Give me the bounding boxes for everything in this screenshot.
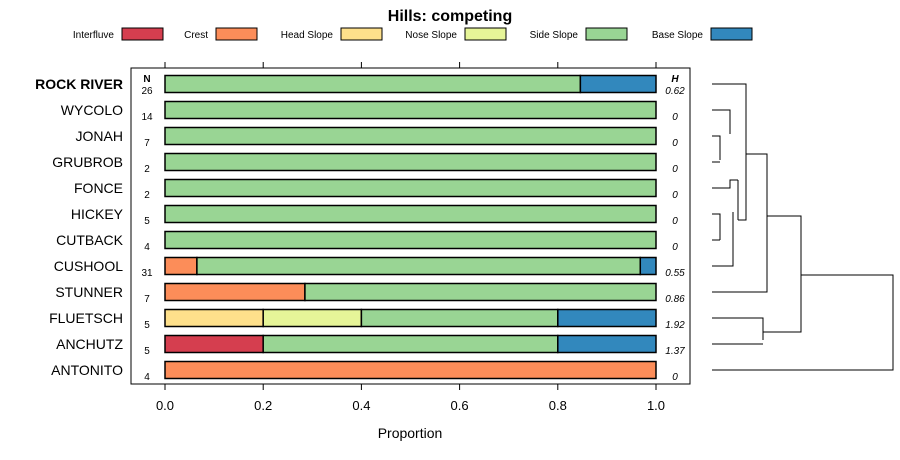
n-value: 5	[144, 216, 150, 227]
legend-swatch-crest	[215, 27, 258, 41]
n-value: 14	[141, 112, 153, 123]
dendrogram-branch	[712, 83, 894, 371]
h-value: 0	[672, 216, 678, 227]
bar-rows: ROCK RIVER 26 0.62 WYCOLO 14 0 JONAH 7 0 GRUBROB 2…	[35, 74, 685, 383]
bar-segment	[262, 334, 559, 354]
h-value: 0.55	[665, 268, 685, 279]
bar-segment	[164, 334, 264, 354]
bar-segment	[196, 256, 642, 276]
row-label-fluetsch: FLUETSCH	[49, 310, 123, 326]
row-label-wycolo: WYCOLO	[61, 102, 123, 118]
x-tick-label: 0.0	[156, 398, 174, 413]
x-axis-title: Proportion	[378, 425, 443, 441]
row-label-jonah: JONAH	[76, 128, 123, 144]
n-value: 5	[144, 346, 150, 357]
row-label-stunner: STUNNER	[55, 284, 123, 300]
legend-swatch-head-slope	[340, 27, 383, 41]
chart-title: Hills: competing	[388, 8, 512, 25]
x-tick-label: 0.2	[254, 398, 272, 413]
h-value: 0.62	[665, 86, 685, 97]
bar-segment	[164, 256, 198, 276]
h-value: 0	[672, 164, 678, 175]
bar-segment	[164, 152, 657, 172]
row-label-grubrob: GRUBROB	[52, 154, 123, 170]
row-label-hickey: HICKEY	[71, 206, 124, 222]
legend-label-interfluve: Interfluve	[73, 30, 115, 41]
row-label-cutback: CUTBACK	[56, 232, 124, 248]
row-label-anchutz: ANCHUTZ	[56, 336, 123, 352]
n-value: 5	[144, 320, 150, 331]
legend: Interfluve Crest Head Slope Nose Slope Side …	[73, 27, 753, 41]
plot-panel	[130, 67, 691, 385]
n-value: 7	[144, 294, 150, 305]
bar-segment	[164, 178, 657, 198]
legend-swatch-nose-slope	[464, 27, 507, 41]
bar-segment	[360, 308, 559, 328]
h-value: 0	[672, 112, 678, 123]
bar-segment	[164, 204, 657, 224]
bar-segment	[557, 334, 657, 354]
bar-segment	[164, 282, 306, 302]
x-tick-label: 0.8	[549, 398, 567, 413]
legend-swatch-base-slope	[710, 27, 753, 41]
bar-segment	[164, 74, 582, 94]
h-value: 0	[672, 138, 678, 149]
bar-segment	[164, 100, 657, 120]
h-value: 0	[672, 242, 678, 253]
bar-segment	[164, 308, 264, 328]
bar-segment	[164, 126, 657, 146]
legend-label-head-slope: Head Slope	[281, 30, 334, 41]
x-axis: 0.0 0.2 0.4 0.6 0.8 1.0	[156, 62, 665, 413]
legend-label-crest: Crest	[184, 30, 208, 41]
n-value: 26	[141, 86, 153, 97]
legend-swatch-side-slope	[585, 27, 628, 41]
bar-segment	[557, 308, 657, 328]
x-tick-label: 0.6	[451, 398, 469, 413]
x-tick-label: 1.0	[647, 398, 665, 413]
legend-label-nose-slope: Nose Slope	[405, 30, 457, 41]
h-value: 1.37	[665, 346, 685, 357]
h-header: H	[671, 74, 679, 85]
bar-segment	[304, 282, 657, 302]
n-value: 4	[144, 372, 150, 383]
bar-segment	[639, 256, 657, 276]
n-header: N	[143, 74, 150, 85]
legend-label-side-slope: Side Slope	[530, 30, 579, 41]
bar-segment	[579, 74, 657, 94]
n-value: 7	[144, 138, 150, 149]
h-value: 0.86	[665, 294, 685, 305]
row-label-rock-river: ROCK RIVER	[35, 76, 123, 92]
legend-swatch-interfluve	[121, 27, 164, 41]
n-value: 31	[141, 268, 153, 279]
row-label-fonce: FONCE	[74, 180, 123, 196]
dendrogram	[712, 83, 894, 371]
n-value: 2	[144, 190, 150, 201]
h-value: 1.92	[665, 320, 685, 331]
h-value: 0	[672, 190, 678, 201]
bar-segment	[164, 230, 657, 250]
legend-label-base-slope: Base Slope	[652, 30, 704, 41]
x-tick-label: 0.4	[352, 398, 370, 413]
bar-segment	[164, 360, 657, 380]
h-value: 0	[672, 372, 678, 383]
row-label-cushool: CUSHOOL	[54, 258, 123, 274]
n-value: 4	[144, 242, 150, 253]
n-value: 2	[144, 164, 150, 175]
bar-segment	[262, 308, 363, 328]
row-label-antonito: ANTONITO	[51, 362, 123, 378]
